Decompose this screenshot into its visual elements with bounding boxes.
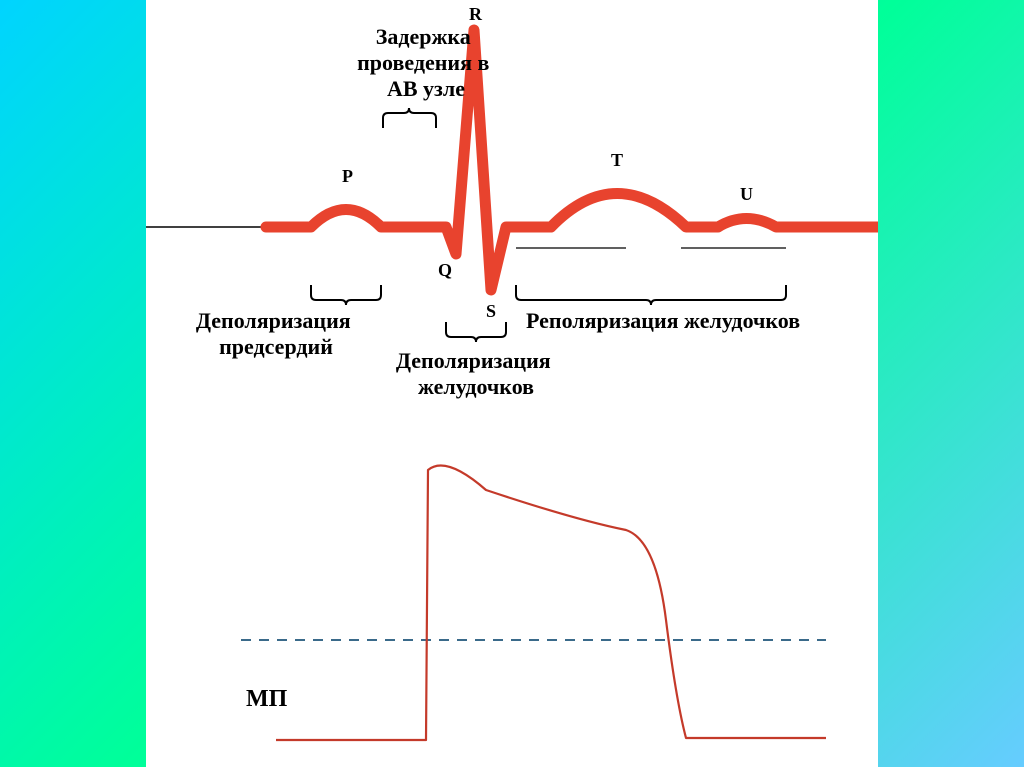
bracket-av: [383, 108, 436, 128]
label-mp: МП: [246, 686, 288, 712]
wave-q: Q: [438, 260, 452, 280]
label-atrial: Деполяризация предсердий: [196, 308, 356, 359]
wave-t: T: [611, 150, 623, 170]
label-ventr-repol: Реполяризация желудочков: [526, 308, 800, 333]
bracket-atrial: [311, 285, 381, 305]
bracket-repol: [516, 285, 786, 305]
label-ventr-depol: Деполяризация желудочков: [396, 348, 556, 399]
wave-u: U: [740, 184, 753, 204]
diagram-panel: P R Q S T U Задержка проведения в АВ узл…: [146, 0, 878, 767]
diagram-svg: P R Q S T U Задержка проведения в АВ узл…: [146, 0, 878, 767]
wave-p: P: [342, 166, 353, 186]
wave-s: S: [486, 301, 496, 321]
wave-r: R: [469, 4, 483, 24]
action-potential: [276, 466, 826, 741]
bracket-ventr: [446, 322, 506, 342]
